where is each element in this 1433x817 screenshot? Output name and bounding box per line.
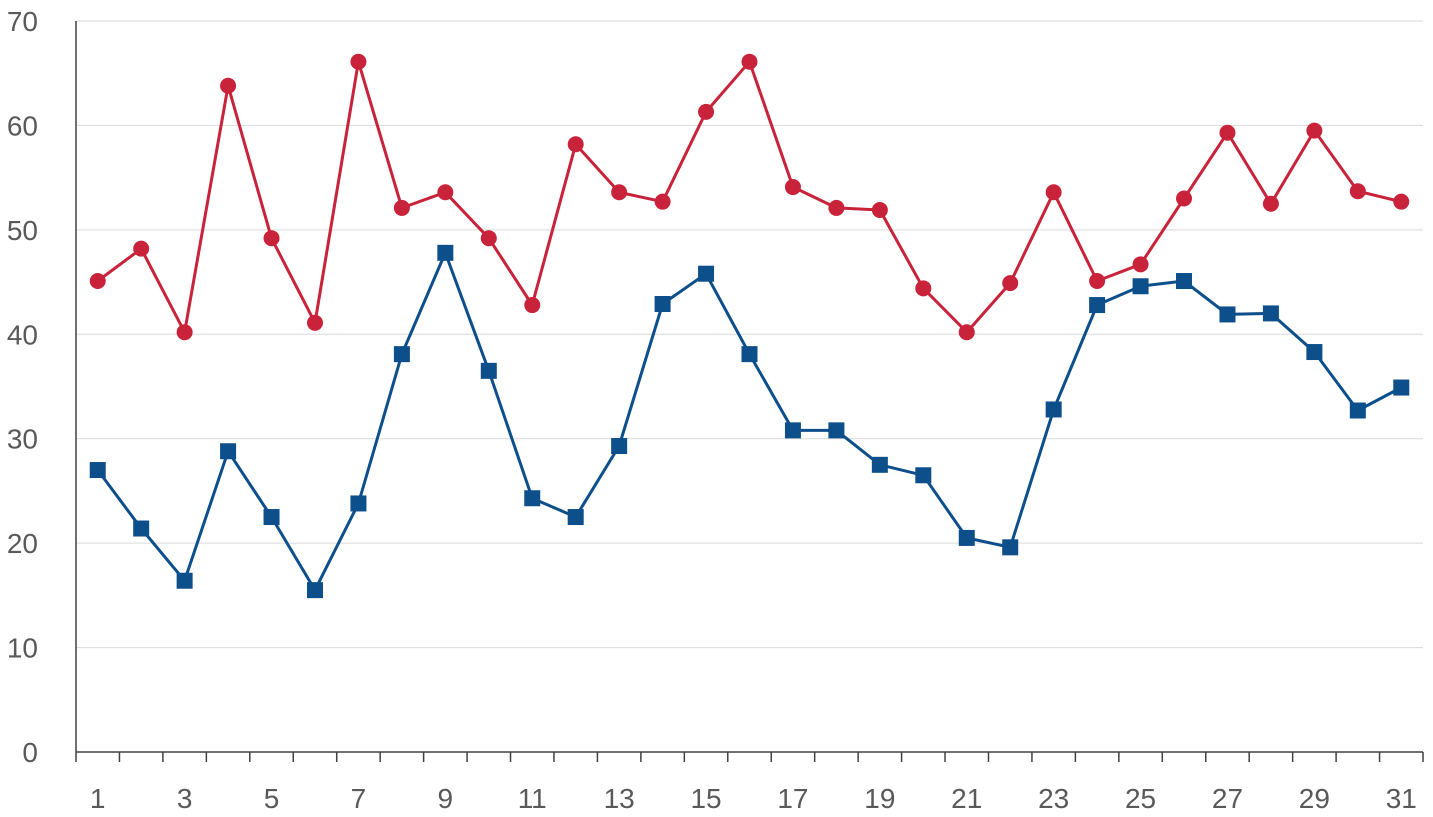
data-point bbox=[480, 230, 497, 247]
y-tick-label: 30 bbox=[7, 424, 38, 455]
data-point bbox=[741, 346, 758, 363]
data-point bbox=[915, 280, 932, 297]
data-point bbox=[306, 582, 323, 599]
gridlines bbox=[76, 20, 1423, 649]
data-point bbox=[1349, 402, 1366, 419]
data-point bbox=[1176, 273, 1193, 290]
series-2 bbox=[89, 244, 1410, 599]
data-point bbox=[1306, 344, 1323, 361]
x-tick-label: 29 bbox=[1299, 783, 1330, 814]
x-tick-label: 23 bbox=[1038, 783, 1069, 814]
data-point bbox=[524, 490, 541, 507]
y-tick-label: 60 bbox=[7, 110, 38, 141]
x-tick-label: 9 bbox=[438, 783, 454, 814]
series-line bbox=[96, 60, 1402, 334]
data-point bbox=[1002, 275, 1019, 292]
data-point bbox=[89, 462, 106, 479]
x-tick-label: 3 bbox=[177, 783, 193, 814]
data-point bbox=[437, 244, 454, 261]
x-tick-label: 1 bbox=[90, 783, 106, 814]
x-tick-label: 11 bbox=[518, 783, 547, 814]
x-tick-label: 15 bbox=[690, 783, 721, 814]
data-point bbox=[133, 520, 150, 537]
data-point bbox=[89, 273, 106, 290]
data-point bbox=[958, 324, 975, 341]
data-point bbox=[654, 193, 671, 210]
data-point bbox=[1045, 184, 1062, 201]
data-point bbox=[1089, 297, 1106, 314]
data-point bbox=[220, 77, 237, 94]
x-tick-label: 19 bbox=[864, 783, 895, 814]
x-tick-label: 31 bbox=[1386, 783, 1417, 814]
data-point bbox=[176, 324, 193, 341]
data-point bbox=[1045, 401, 1062, 418]
data-point bbox=[1132, 278, 1149, 295]
data-point bbox=[784, 179, 801, 196]
series-line bbox=[96, 251, 1403, 592]
data-point bbox=[1002, 539, 1019, 556]
data-point bbox=[350, 53, 367, 70]
x-tick-label: 25 bbox=[1125, 783, 1156, 814]
data-point bbox=[1132, 256, 1149, 273]
x-tick-label: 21 bbox=[951, 783, 982, 814]
data-point bbox=[1089, 273, 1106, 290]
x-tick-label: 5 bbox=[264, 783, 280, 814]
data-point bbox=[698, 103, 715, 120]
data-point bbox=[1219, 306, 1236, 323]
x-tick-label: 13 bbox=[604, 783, 635, 814]
data-point bbox=[828, 422, 845, 439]
data-point bbox=[393, 199, 410, 216]
data-point bbox=[176, 572, 193, 589]
data-point bbox=[871, 456, 888, 473]
data-point bbox=[567, 136, 584, 153]
data-point bbox=[306, 314, 323, 331]
y-tick-label: 50 bbox=[7, 215, 38, 246]
y-tick-label: 20 bbox=[7, 528, 38, 559]
data-point bbox=[698, 265, 715, 282]
y-tick-label: 40 bbox=[7, 319, 38, 350]
data-point bbox=[828, 199, 845, 216]
data-point bbox=[741, 53, 758, 70]
series-1 bbox=[89, 53, 1410, 341]
y-tick-label: 10 bbox=[7, 633, 38, 664]
data-point bbox=[437, 184, 454, 201]
x-tick-label: 27 bbox=[1212, 783, 1243, 814]
data-point bbox=[1176, 190, 1193, 207]
data-point bbox=[915, 467, 932, 484]
data-point bbox=[263, 509, 280, 526]
data-point bbox=[133, 240, 150, 257]
y-tick-label: 0 bbox=[22, 737, 38, 768]
data-point bbox=[871, 202, 888, 219]
data-point bbox=[611, 184, 628, 201]
data-point bbox=[1262, 195, 1279, 212]
data-point bbox=[524, 297, 541, 314]
data-point bbox=[1393, 193, 1410, 210]
data-point bbox=[784, 422, 801, 439]
y-tick-label: 70 bbox=[7, 6, 38, 37]
data-point bbox=[393, 346, 410, 363]
data-point bbox=[350, 495, 367, 512]
x-tick-label: 17 bbox=[777, 783, 808, 814]
data-point bbox=[654, 296, 671, 313]
axes bbox=[75, 21, 1424, 762]
data-point bbox=[1349, 183, 1366, 200]
data-point bbox=[220, 443, 237, 460]
data-point bbox=[263, 230, 280, 247]
data-point bbox=[1262, 305, 1279, 322]
data-point bbox=[1306, 122, 1323, 139]
series-group bbox=[89, 53, 1410, 599]
data-point bbox=[480, 362, 497, 379]
x-tick-label: 7 bbox=[351, 783, 367, 814]
data-point bbox=[611, 438, 628, 455]
data-point bbox=[1219, 124, 1236, 141]
data-point bbox=[958, 529, 975, 546]
data-point bbox=[1393, 379, 1410, 396]
data-point bbox=[567, 509, 584, 526]
